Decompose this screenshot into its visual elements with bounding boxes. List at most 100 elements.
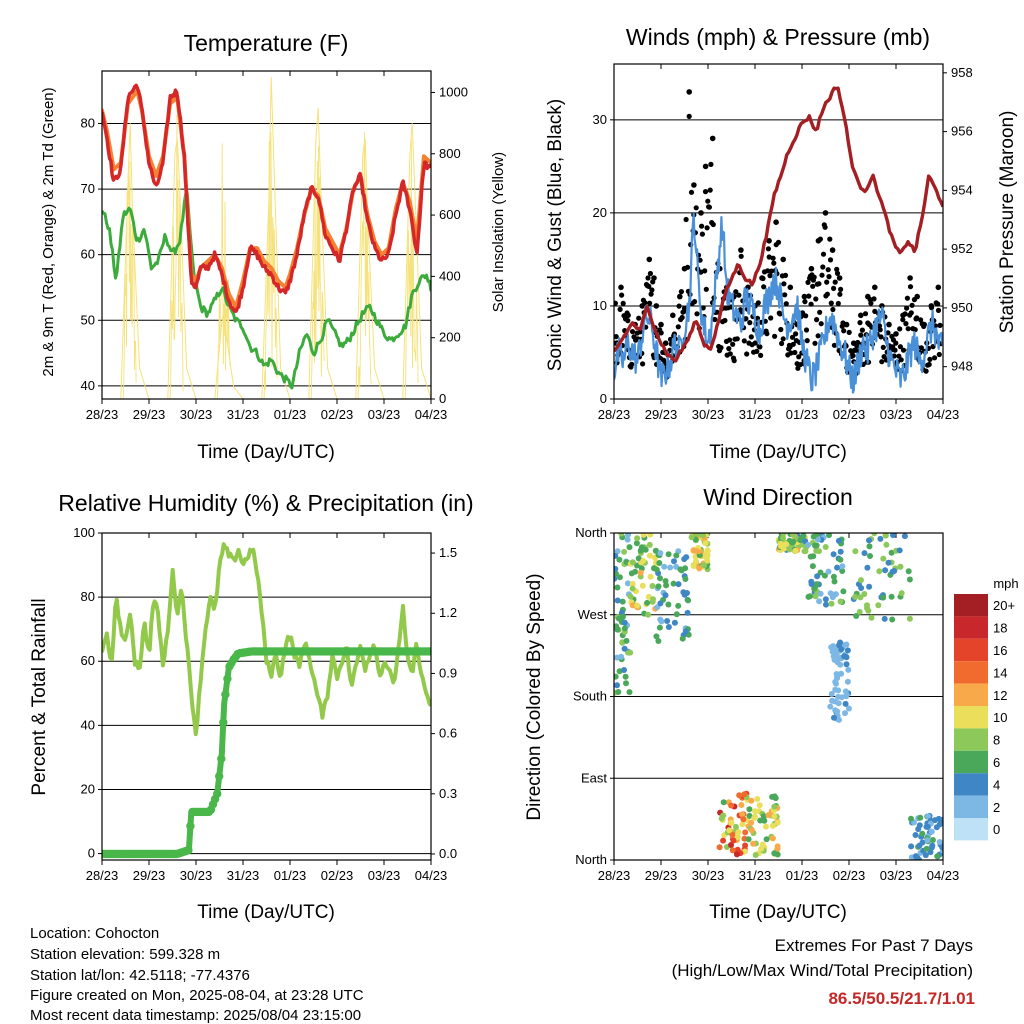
direction-point: [645, 611, 652, 618]
info-latlon: Station lat/lon: 42.5118; -77.4376: [30, 967, 250, 984]
gust-point: [637, 329, 643, 335]
direction-point: [805, 541, 812, 548]
direction-point: [615, 689, 622, 695]
direction-point: [679, 635, 686, 642]
gust-point: [810, 283, 816, 289]
y2-tick-label: 1000: [439, 84, 468, 99]
direction-point: [754, 796, 761, 802]
colorbar-level: 18: [993, 621, 1007, 636]
x-tick-label: 30/23: [692, 407, 725, 422]
gust-point: [778, 326, 784, 333]
direction-point: [811, 585, 818, 592]
direction-point: [629, 559, 636, 566]
gust-point: [788, 350, 794, 356]
gust-point: [647, 270, 654, 277]
direction-point: [742, 829, 749, 836]
gust-peak-point: [865, 293, 871, 300]
solar-spikes: [216, 143, 231, 399]
direction-point: [875, 602, 882, 609]
direction-point: [649, 598, 656, 605]
x-tick-label: 04/23: [415, 407, 448, 422]
direction-point: [665, 551, 672, 558]
gust-point: [824, 279, 830, 285]
direction-point: [867, 553, 873, 559]
gust-point: [827, 236, 833, 242]
gust-point: [764, 331, 770, 337]
direction-point: [858, 577, 864, 584]
gust-peak-point: [646, 256, 653, 263]
direction-point: [881, 615, 888, 622]
x-tick-label: 29/23: [645, 407, 678, 422]
direction-point: [844, 678, 851, 685]
direction-point: [702, 540, 709, 547]
direction-point: [936, 839, 943, 845]
colorbar-swatch: [954, 638, 988, 662]
gust-point: [675, 324, 681, 330]
series-solar-insolation: [102, 77, 431, 399]
gust-point: [699, 231, 706, 237]
gust-point: [803, 313, 809, 319]
y-tick-label: 0: [600, 391, 607, 406]
direction-point: [752, 808, 759, 815]
direction-point: [866, 537, 872, 544]
direction-point: [657, 575, 663, 582]
y-tick-label: North: [575, 525, 607, 540]
direction-point: [628, 570, 635, 577]
direction-point: [792, 547, 799, 554]
direction-point: [774, 819, 781, 826]
direction-point: [790, 538, 797, 545]
direction-point: [614, 552, 619, 559]
gust-point: [698, 269, 704, 275]
gust-point: [872, 308, 878, 314]
gust-peak-point: [829, 247, 836, 253]
direction-point: [840, 588, 847, 595]
direction-point: [621, 667, 627, 673]
direction-point: [828, 644, 835, 651]
direction-point: [939, 844, 943, 851]
direction-point: [662, 592, 669, 599]
gust-point: [935, 307, 942, 313]
gust-peak-point: [815, 238, 822, 244]
direction-point: [771, 813, 778, 820]
direction-point: [736, 792, 743, 799]
colorbar-swatch: [954, 683, 988, 706]
gust-peak-point: [850, 340, 857, 347]
gust-point: [820, 251, 827, 257]
gust-point: [703, 286, 709, 292]
direction-point: [908, 843, 915, 850]
gust-peak-point: [662, 340, 669, 347]
direction-point: [675, 602, 682, 609]
direction-point: [890, 533, 897, 539]
direction-point: [673, 611, 680, 618]
gust-point: [649, 287, 655, 293]
x-tick-label: 01/23: [786, 868, 819, 883]
gust-point: [712, 316, 718, 323]
direction-point: [627, 593, 634, 600]
plot-frame: [613, 63, 944, 400]
wind-direction-ylabel: Direction (Colored By Speed): [524, 573, 545, 820]
direction-point: [883, 541, 890, 548]
wind-direction-panel: Wind Direction Time (Day/UTC) Direction …: [524, 484, 1019, 923]
gust-point: [903, 321, 909, 327]
extremes-block: Extremes For Past 7 Days (High/Low/Max W…: [672, 936, 975, 1008]
direction-point: [718, 815, 725, 822]
gust-point: [907, 284, 914, 290]
gust-point: [688, 189, 695, 195]
direction-point: [640, 557, 647, 564]
gust-point: [892, 347, 898, 353]
gust-point: [765, 246, 772, 252]
x-tick-label: 04/23: [927, 868, 960, 883]
gust-point: [758, 352, 764, 358]
direction-point: [720, 799, 727, 806]
solar-spikes: [122, 161, 137, 399]
direction-point: [621, 625, 628, 632]
gust-point: [765, 268, 771, 274]
y-tick-label: 10: [593, 298, 607, 313]
direction-point: [746, 806, 753, 813]
direction-point: [928, 828, 935, 835]
x-tick-label: 31/23: [227, 407, 260, 422]
direction-point: [889, 568, 896, 575]
gust-point: [734, 336, 740, 342]
direction-point: [634, 535, 641, 542]
gust-point: [796, 354, 802, 360]
